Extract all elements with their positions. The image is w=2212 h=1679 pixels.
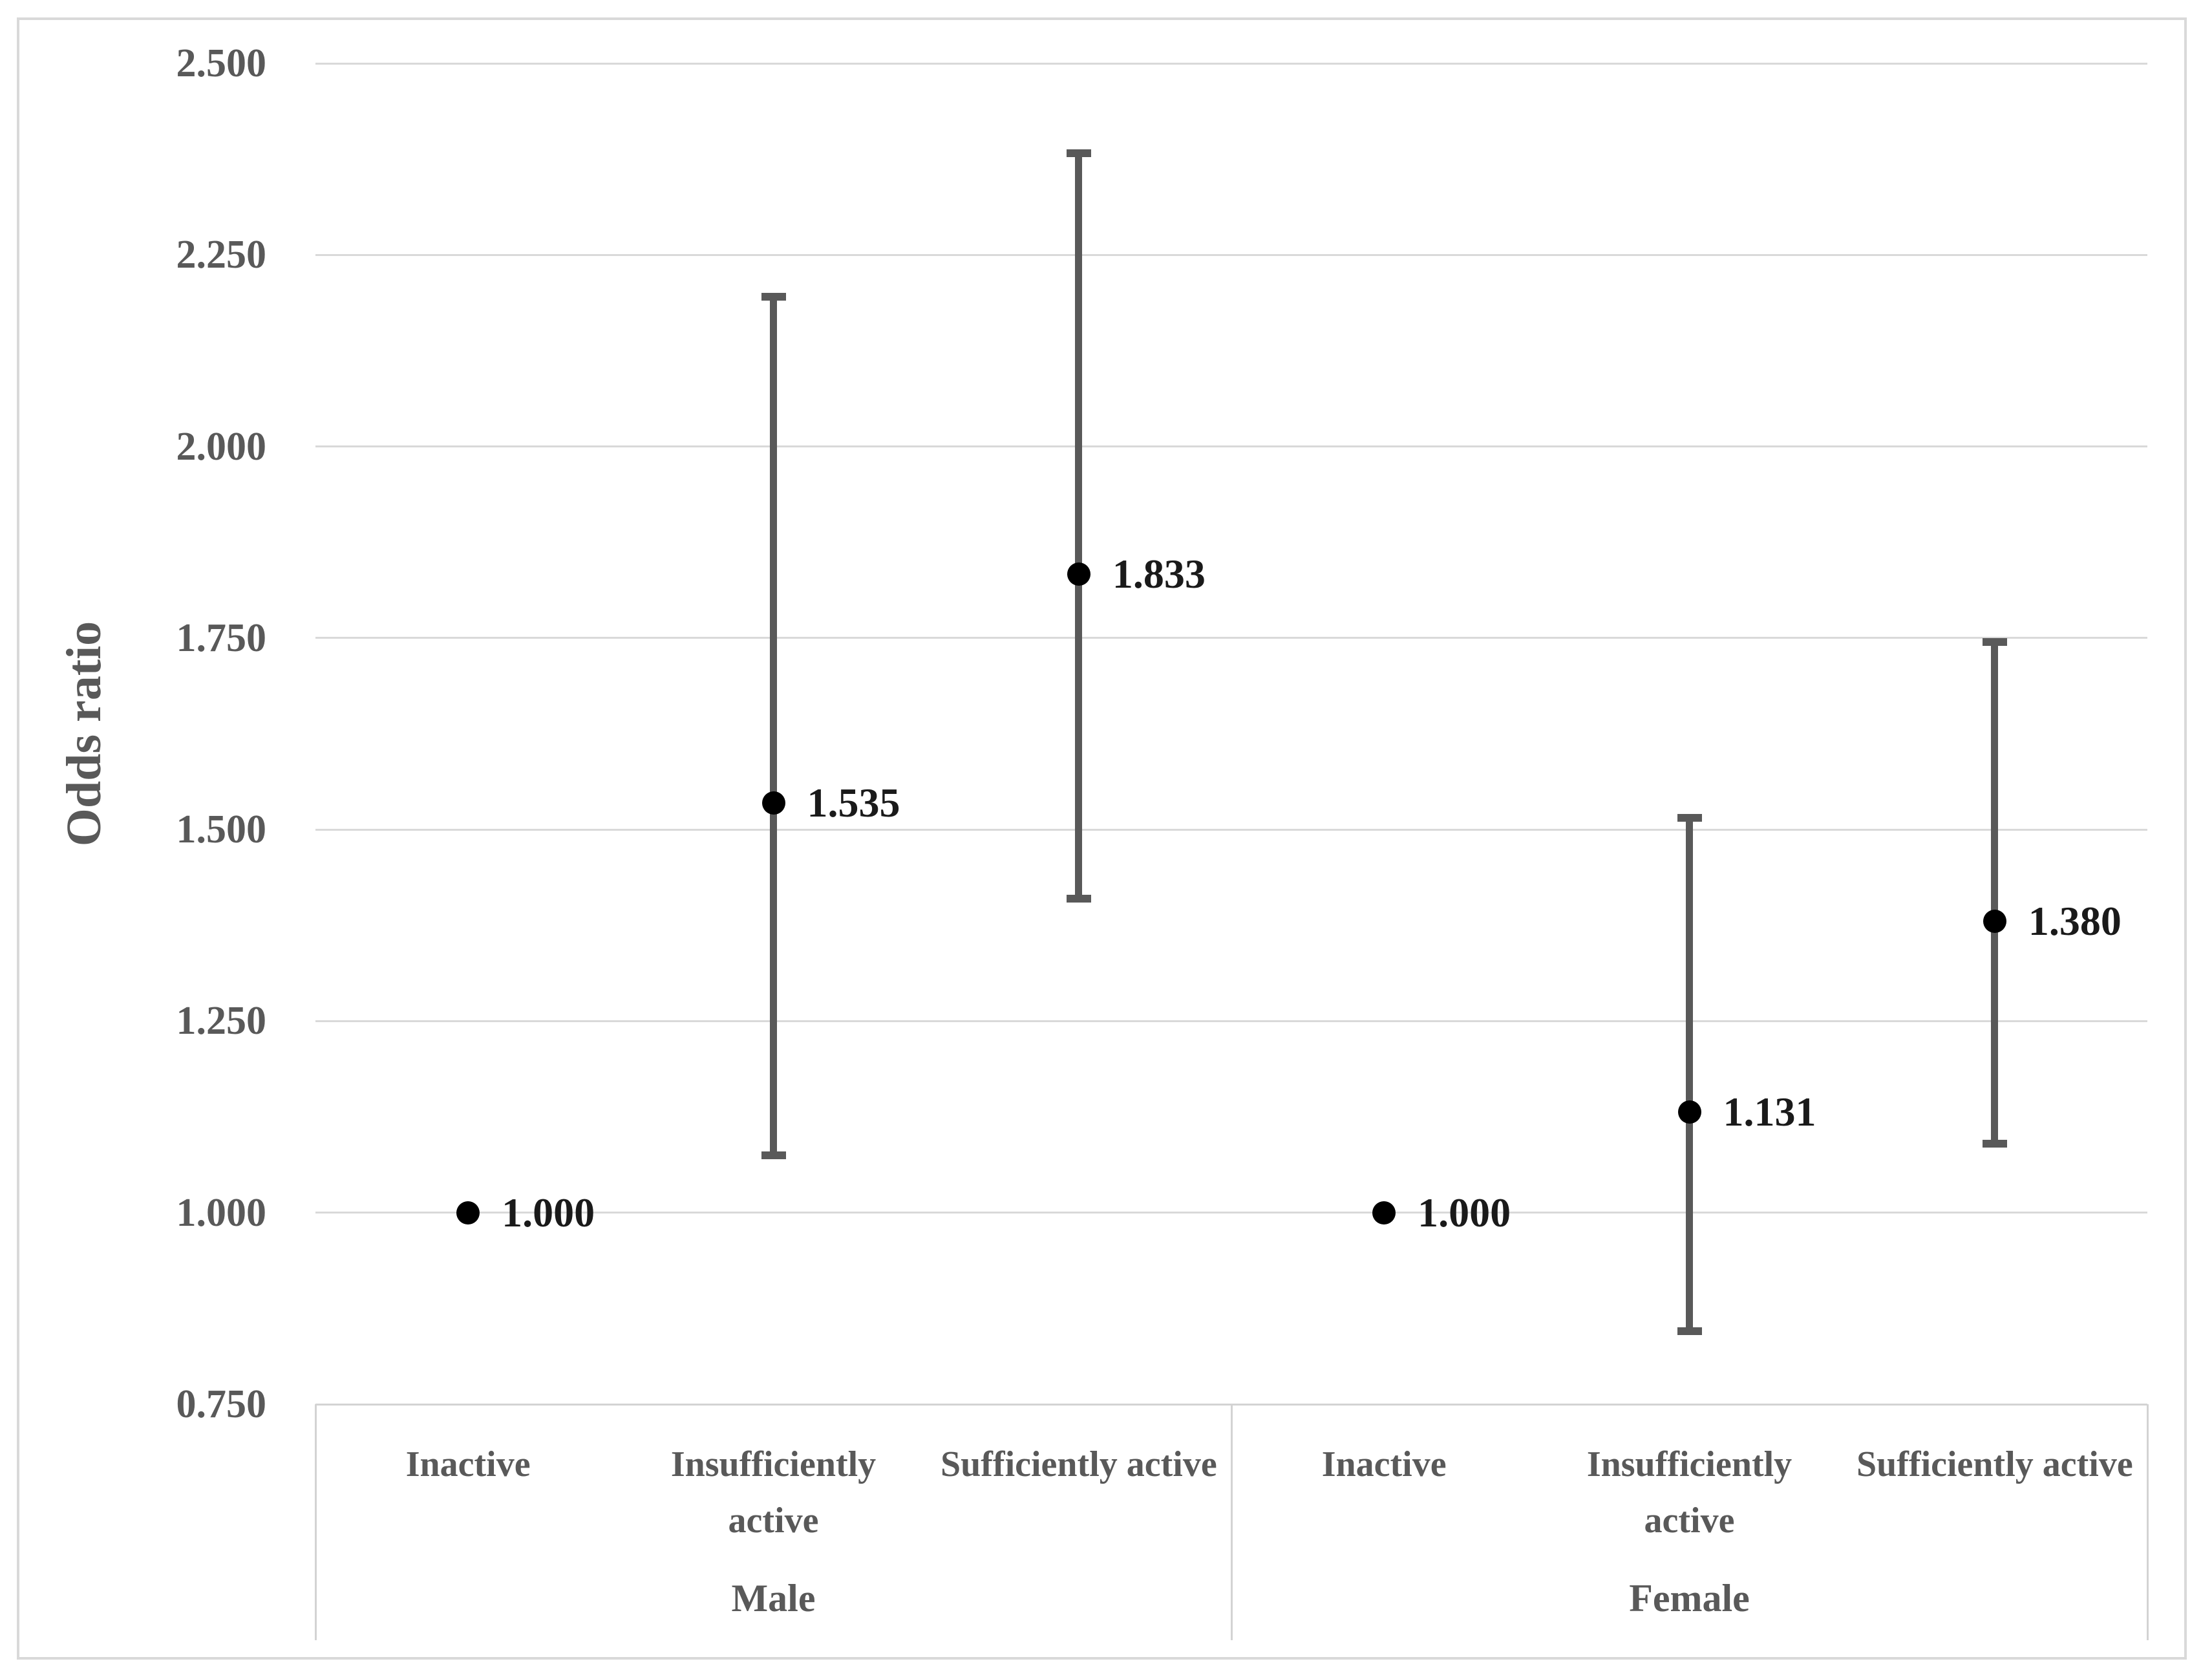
gridline bbox=[315, 828, 2147, 831]
data-point-label: 1.000 bbox=[502, 1189, 595, 1235]
data-point-label: 1.131 bbox=[1723, 1089, 1816, 1135]
y-tick-label: 1.250 bbox=[176, 999, 267, 1043]
error-bar-cap-bottom bbox=[1066, 894, 1091, 903]
y-tick-label: 1.750 bbox=[176, 615, 267, 660]
gridline bbox=[315, 637, 2147, 639]
data-point-label: 1.535 bbox=[807, 779, 900, 826]
error-bar bbox=[1991, 641, 1999, 1144]
data-point bbox=[1677, 1100, 1701, 1124]
y-tick-label: 1.000 bbox=[176, 1190, 267, 1235]
error-bar-cap-bottom bbox=[1982, 1140, 2007, 1148]
data-point bbox=[456, 1201, 480, 1224]
error-bar bbox=[1686, 818, 1693, 1332]
data-point-label: 1.833 bbox=[1112, 551, 1206, 597]
data-point bbox=[1067, 562, 1090, 586]
gridline bbox=[315, 62, 2147, 65]
data-point-label: 1.000 bbox=[1418, 1189, 1511, 1235]
gridline bbox=[315, 445, 2147, 448]
data-point bbox=[1372, 1201, 1396, 1224]
category-label: Inactive bbox=[1321, 1444, 1447, 1484]
category-label: Sufficiently active bbox=[940, 1444, 1217, 1484]
gridline bbox=[315, 1020, 2147, 1022]
gridline bbox=[315, 1212, 2147, 1214]
category-label: Inactive bbox=[405, 1444, 531, 1484]
category-label: Sufficiently active bbox=[1856, 1444, 2133, 1484]
group-label: Female bbox=[1629, 1577, 1750, 1620]
figure-border bbox=[17, 17, 2187, 1660]
y-tick-label: 2.500 bbox=[176, 41, 267, 85]
table-right-border bbox=[2146, 1404, 2149, 1640]
y-tick-label: 0.750 bbox=[176, 1382, 267, 1426]
table-group-divider bbox=[1231, 1404, 1233, 1640]
category-label: Insufficiently active bbox=[1586, 1444, 1792, 1541]
y-tick-label: 2.250 bbox=[176, 233, 267, 277]
table-left-border bbox=[314, 1404, 317, 1640]
error-bar bbox=[1075, 153, 1083, 899]
error-bar-cap-bottom bbox=[761, 1151, 786, 1159]
category-label: Insufficiently active bbox=[670, 1444, 877, 1541]
error-bar-cap-top bbox=[1677, 814, 1702, 822]
gridline bbox=[315, 253, 2147, 256]
data-point bbox=[1983, 910, 2006, 934]
data-point bbox=[761, 791, 785, 815]
error-bar-cap-top bbox=[1066, 149, 1091, 157]
error-bar-cap-top bbox=[1982, 637, 2007, 646]
group-label: Male bbox=[731, 1577, 816, 1620]
error-bar bbox=[770, 297, 777, 1155]
error-bar-cap-top bbox=[761, 293, 786, 301]
error-bar-cap-bottom bbox=[1677, 1327, 1702, 1336]
y-tick-label: 2.000 bbox=[176, 424, 267, 469]
data-point-label: 1.380 bbox=[2028, 898, 2122, 945]
y-tick-label: 1.500 bbox=[176, 807, 267, 852]
